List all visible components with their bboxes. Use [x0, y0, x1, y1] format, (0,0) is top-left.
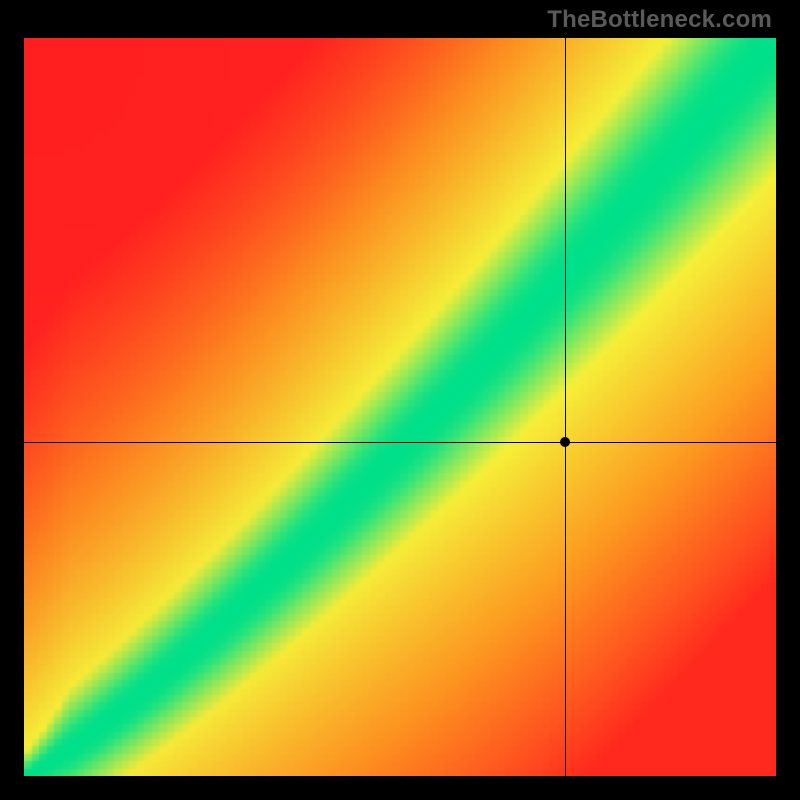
crosshair-marker [560, 437, 570, 447]
watermark-text: TheBottleneck.com [547, 6, 772, 34]
heatmap-canvas [24, 38, 776, 776]
crosshair-vertical [565, 38, 566, 776]
crosshair-horizontal [24, 442, 776, 443]
heatmap-plot [24, 38, 776, 776]
